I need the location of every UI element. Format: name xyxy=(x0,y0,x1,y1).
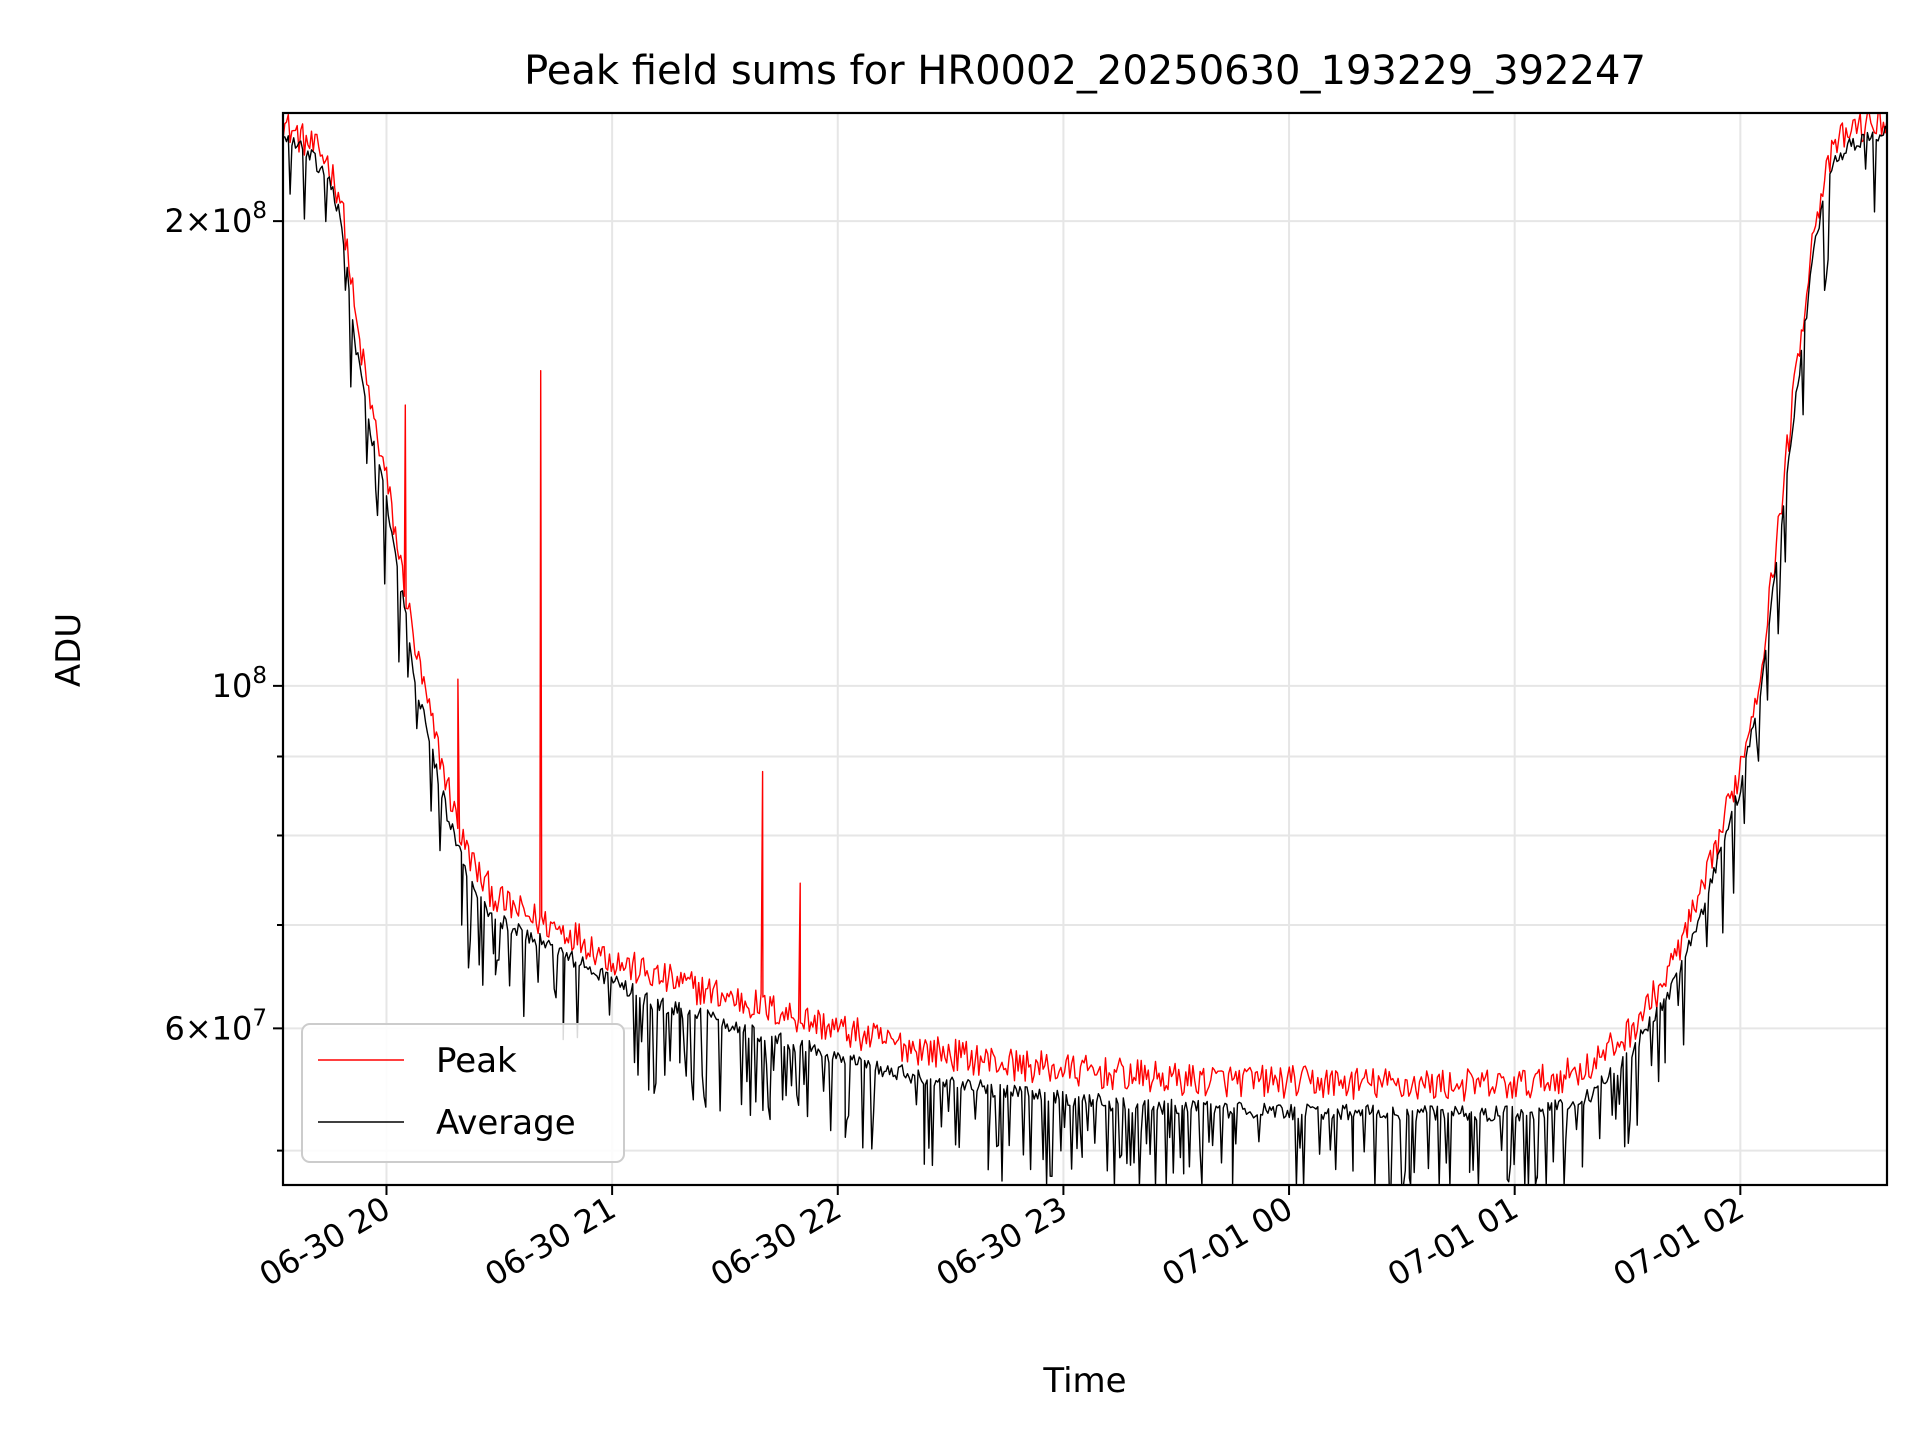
series-line-average xyxy=(283,125,1887,1185)
legend: Peak Average xyxy=(301,1023,625,1163)
plot-frame xyxy=(281,111,1889,1187)
series-layer xyxy=(283,113,1887,1185)
series-line-peak xyxy=(283,113,1887,1102)
legend-label-average: Average xyxy=(436,1103,576,1143)
legend-label-peak: Peak xyxy=(436,1041,517,1081)
y-tick-label: 6×107 xyxy=(164,1005,267,1047)
y-tick-label: 108 xyxy=(212,663,267,705)
x-axis-label: Time xyxy=(1042,1361,1126,1401)
y-tick-label: 2×108 xyxy=(164,198,267,240)
chart-title: Peak field sums for HR0002_20250630_1932… xyxy=(524,48,1646,94)
legend-box xyxy=(301,1023,625,1163)
y-axis-label: ADU xyxy=(49,613,89,687)
